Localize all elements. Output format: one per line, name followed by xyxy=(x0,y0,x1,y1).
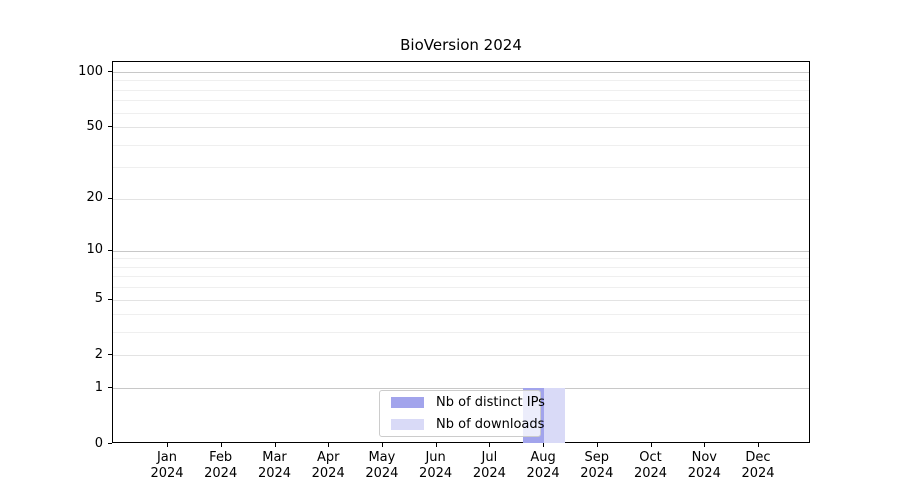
legend-label-distinct-ips: Nb of distinct IPs xyxy=(436,395,545,410)
x-tick-mark-aug-2024 xyxy=(543,443,545,447)
y-tick-label-50: 50 xyxy=(86,118,103,134)
gridline-y-5 xyxy=(113,299,809,301)
gridline-y-40 xyxy=(113,144,809,146)
gridline-y-30 xyxy=(113,167,809,169)
y-tick-label-20: 20 xyxy=(86,190,103,206)
x-tick-label-oct-2024: Oct 2024 xyxy=(633,450,668,481)
x-tick-mark-jan-2024 xyxy=(167,443,168,447)
y-tick-label-5: 5 xyxy=(94,291,103,307)
legend-swatch-downloads xyxy=(391,419,424,430)
y-tick-mark-2 xyxy=(108,354,112,356)
x-tick-mark-mar-2024 xyxy=(274,443,276,447)
x-tick-label-jan-2024: Jan 2024 xyxy=(150,450,184,481)
x-tick-label-nov-2024: Nov 2024 xyxy=(687,450,721,481)
x-tick-mark-nov-2024 xyxy=(704,443,706,447)
y-tick-mark-10 xyxy=(108,249,112,251)
gridline-y-1 xyxy=(113,388,809,390)
gridline-y-10 xyxy=(113,250,809,252)
y-tick-label-2: 2 xyxy=(94,346,103,362)
x-tick-label-jul-2024: Jul 2024 xyxy=(472,450,506,481)
legend-item-downloads: Nb of downloads xyxy=(391,417,544,432)
gridline-y-70 xyxy=(113,100,809,102)
y-tick-label-100: 100 xyxy=(78,63,103,79)
x-tick-label-apr-2024: Apr 2024 xyxy=(311,450,345,481)
y-tick-mark-20 xyxy=(108,197,112,199)
legend: Nb of distinct IPs Nb of downloads xyxy=(379,390,545,437)
gridline-y-100 xyxy=(113,72,809,73)
y-tick-mark-0 xyxy=(108,443,112,444)
gridline-y-6 xyxy=(113,287,809,289)
legend-swatch-distinct-ips xyxy=(391,397,424,408)
gridline-y-60 xyxy=(113,112,809,114)
y-tick-label-10: 10 xyxy=(86,242,103,258)
gridline-y-3 xyxy=(113,332,809,334)
x-tick-label-dec-2024: Dec 2024 xyxy=(741,450,775,481)
gridline-y-2 xyxy=(113,355,809,357)
x-tick-label-aug-2024: Aug 2024 xyxy=(526,450,560,481)
chart-title: BioVersion 2024 xyxy=(400,36,522,54)
x-tick-mark-oct-2024 xyxy=(650,443,652,447)
gridline-y-80 xyxy=(113,89,809,91)
gridline-y-4 xyxy=(113,314,809,316)
y-tick-label-1: 1 xyxy=(94,379,103,395)
y-tick-label-0: 0 xyxy=(94,435,103,451)
y-tick-mark-100 xyxy=(108,71,112,72)
plot-area xyxy=(112,61,810,443)
gridline-y-7 xyxy=(113,276,809,278)
gridline-y-8 xyxy=(113,266,809,268)
x-tick-mark-may-2024 xyxy=(381,443,383,447)
x-tick-mark-apr-2024 xyxy=(328,443,330,447)
x-tick-label-jun-2024: Jun 2024 xyxy=(419,450,453,481)
x-tick-label-mar-2024: Mar 2024 xyxy=(257,450,292,481)
x-tick-mark-jun-2024 xyxy=(435,443,437,447)
x-tick-mark-sep-2024 xyxy=(596,443,598,447)
gridline-y-9 xyxy=(113,258,809,260)
gridline-y-50 xyxy=(113,127,809,129)
legend-label-downloads: Nb of downloads xyxy=(436,417,545,432)
x-tick-mark-dec-2024 xyxy=(758,443,759,447)
bar-nb-of-downloads-aug-2024 xyxy=(544,388,566,443)
gridline-y-90 xyxy=(113,80,809,82)
x-tick-mark-feb-2024 xyxy=(220,443,222,447)
x-tick-label-may-2024: May 2024 xyxy=(365,450,399,481)
legend-item-distinct-ips: Nb of distinct IPs xyxy=(391,395,545,410)
x-tick-label-feb-2024: Feb 2024 xyxy=(204,450,238,481)
gridline-y-20 xyxy=(113,198,809,200)
y-tick-mark-1 xyxy=(108,387,112,389)
x-tick-mark-jul-2024 xyxy=(489,443,491,447)
x-tick-label-sep-2024: Sep 2024 xyxy=(580,450,614,481)
y-tick-mark-5 xyxy=(108,298,112,300)
y-tick-mark-50 xyxy=(108,126,112,128)
